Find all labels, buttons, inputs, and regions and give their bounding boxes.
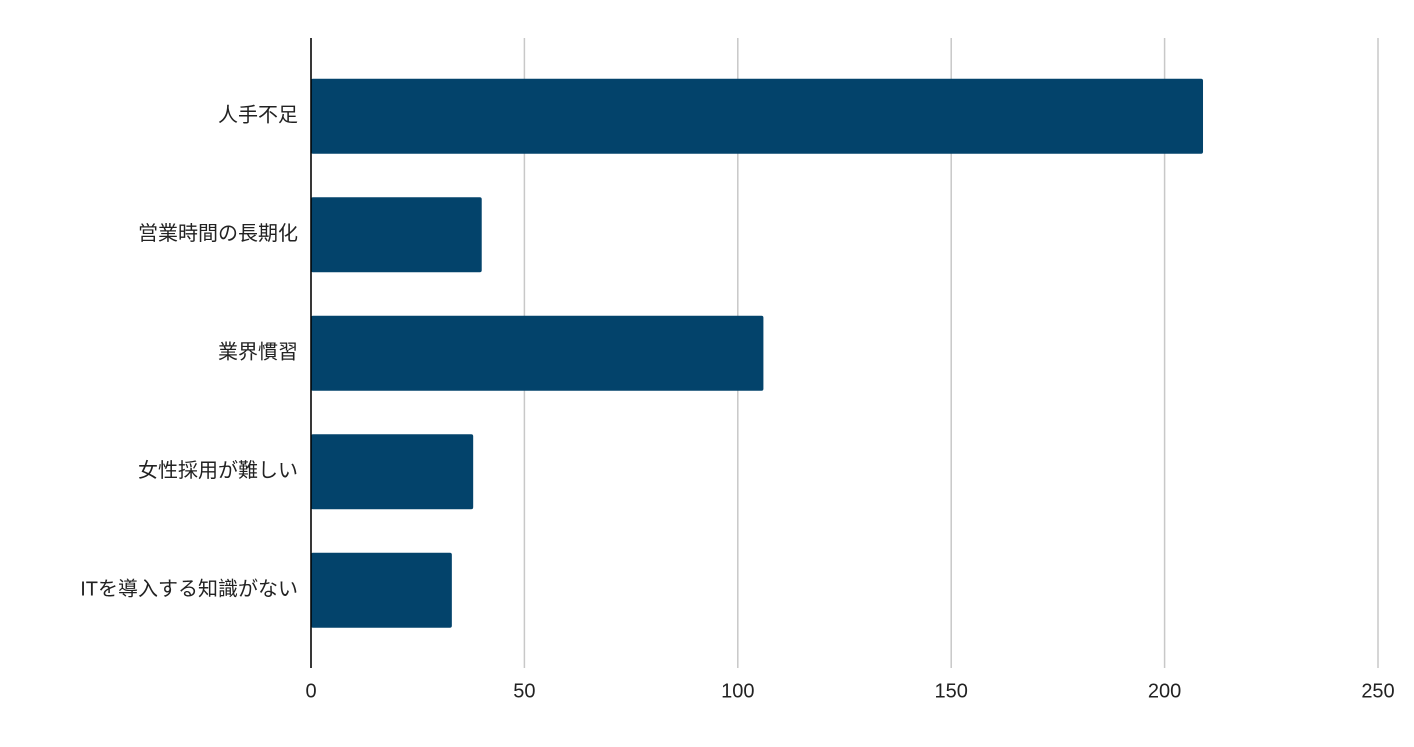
bar (311, 197, 482, 273)
x-tick-label: 100 (721, 680, 754, 702)
bar (311, 434, 474, 510)
x-tick-label: 200 (1148, 680, 1181, 702)
y-tick-label: 人手不足 (218, 104, 298, 127)
bar (311, 315, 764, 391)
y-tick-label: 営業時間の長期化 (138, 222, 298, 245)
bar (311, 78, 1204, 154)
x-tick-label: 50 (513, 680, 535, 702)
x-tick-label: 150 (935, 680, 968, 702)
y-tick-label: 業界慣習 (218, 341, 298, 364)
y-tick-label: 女性採用が難しい (138, 459, 298, 482)
x-tick-label: 250 (1361, 680, 1394, 702)
y-tick-label: ITを導入する知識がない (80, 578, 298, 601)
bar (311, 552, 452, 628)
x-tick-label: 0 (305, 680, 316, 702)
